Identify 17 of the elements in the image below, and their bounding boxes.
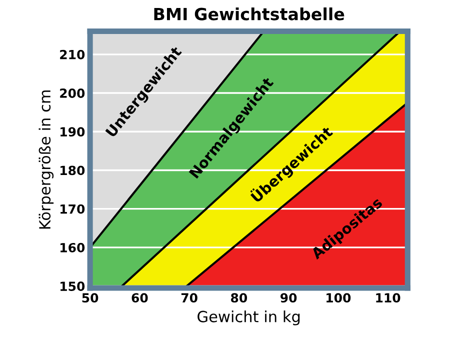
x-tick-label: 50 — [82, 293, 98, 303]
x-tick-label: 110 — [376, 293, 400, 303]
x-tick-label: 90 — [280, 293, 297, 303]
x-axis-title: Gewicht in kg — [198, 310, 300, 326]
y-tick-label: 210 — [60, 50, 85, 60]
x-tick-label: 80 — [230, 293, 248, 303]
chart-title: BMI Gewichtstabelle — [154, 7, 344, 20]
x-tick-label: 70 — [181, 293, 198, 303]
y-tick-label: 200 — [60, 88, 85, 98]
y-axis-title: Körpergröße in cm — [38, 90, 54, 229]
y-tick-label: 160 — [60, 242, 85, 252]
y-tick-label: 190 — [60, 127, 85, 137]
x-tick-label: 60 — [132, 293, 148, 303]
x-tick-label: 100 — [326, 293, 351, 303]
y-tick-label: 150 — [60, 282, 85, 292]
y-tick-label: 170 — [60, 204, 85, 214]
y-tick-label: 180 — [60, 166, 85, 176]
